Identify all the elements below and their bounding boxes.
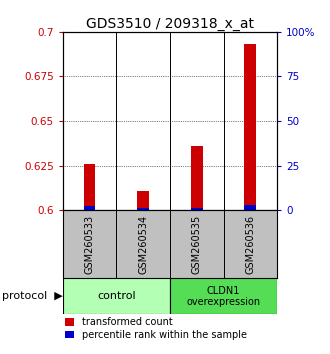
Bar xyxy=(137,209,149,210)
Bar xyxy=(83,206,95,210)
Bar xyxy=(83,164,95,210)
Bar xyxy=(170,278,277,314)
Bar xyxy=(245,44,256,210)
Bar xyxy=(191,146,203,210)
Bar xyxy=(63,278,170,314)
Bar xyxy=(191,207,203,210)
Bar xyxy=(137,191,149,210)
Text: control: control xyxy=(97,291,136,301)
Text: GSM260533: GSM260533 xyxy=(84,215,94,274)
Text: GSM260534: GSM260534 xyxy=(138,215,148,274)
Bar xyxy=(245,205,256,210)
Text: protocol  ▶: protocol ▶ xyxy=(2,291,63,301)
Legend: transformed count, percentile rank within the sample: transformed count, percentile rank withi… xyxy=(65,318,247,340)
Text: GSM260535: GSM260535 xyxy=(192,215,202,274)
Title: GDS3510 / 209318_x_at: GDS3510 / 209318_x_at xyxy=(86,17,254,31)
Text: GSM260536: GSM260536 xyxy=(246,215,255,274)
Text: CLDN1
overexpression: CLDN1 overexpression xyxy=(186,286,261,307)
